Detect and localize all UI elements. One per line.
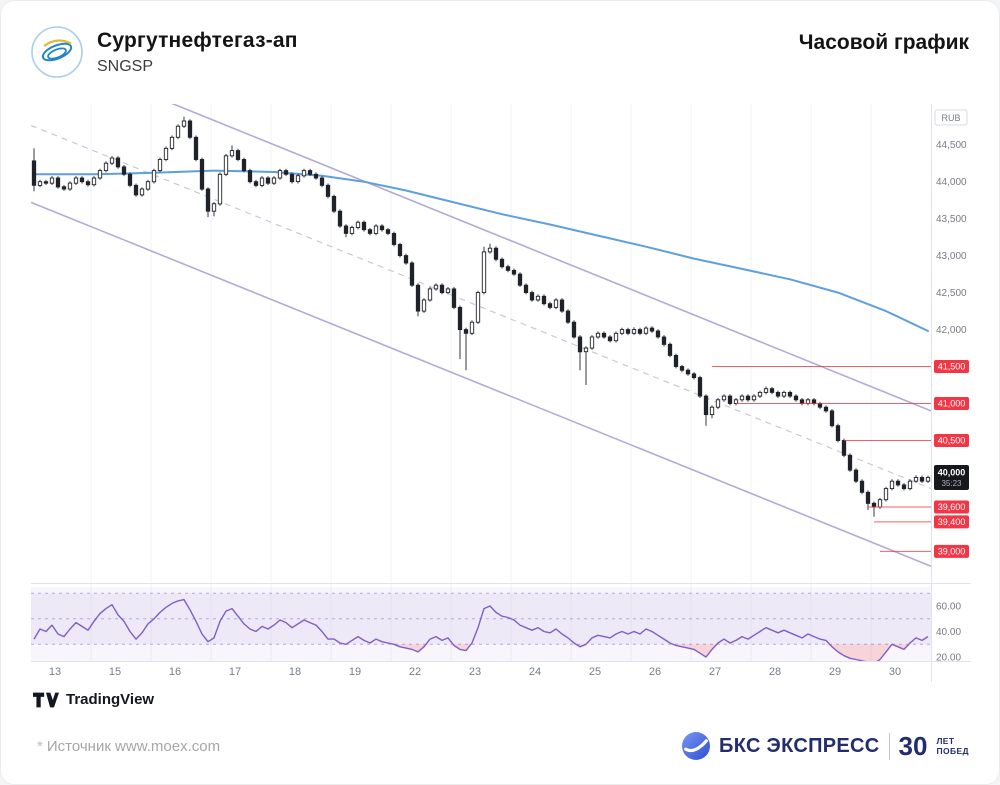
price-tick-label: 42,500: [936, 288, 967, 299]
date-label: 13: [49, 666, 61, 678]
svg-text:39,400: 39,400: [938, 517, 966, 527]
chart-type-title: Часовой график: [798, 31, 969, 54]
price-level-label: [934, 397, 969, 411]
price-tick-label: 42,000: [936, 325, 967, 336]
channel-mid-line: [31, 124, 931, 490]
chart-canvas: RUB 44,500 44,000 43,500 43,000 42,500 42,000 4…: [31, 104, 971, 682]
channel-upper-line: [171, 104, 931, 412]
source-note: * Источник www.moex.com: [37, 738, 220, 755]
price-tick-label: 43,500: [936, 214, 967, 225]
date-label: 16: [169, 666, 181, 678]
price-tick-label: 44,000: [936, 177, 967, 188]
rsi-pane-bg: [31, 587, 931, 661]
svg-text:39,000: 39,000: [938, 547, 966, 557]
source-text: Источник www.moex.com: [46, 738, 221, 755]
ticker-label: SNGSP: [97, 58, 154, 75]
last-price-label: [934, 464, 969, 490]
svg-text:40,500: 40,500: [938, 436, 966, 446]
date-label: 23: [469, 666, 481, 678]
rsi-tick-label: 20.00: [936, 653, 961, 664]
candles-layer: [31, 116, 931, 517]
price-level-label: [934, 433, 969, 447]
svg-text:41,000: 41,000: [938, 399, 966, 409]
bks-express-logo: БКС ЭКСПРЕСС 30 ЛЕТ ПОБЕД: [682, 732, 969, 760]
last-price-countdown: 35:23: [941, 479, 962, 488]
price-tick-label: 44,500: [936, 140, 967, 151]
tradingview-icon: [33, 692, 59, 707]
date-label: 24: [529, 666, 541, 678]
rsi-oversold-fill: [34, 644, 928, 661]
rsi-tick-label: 40.00: [936, 627, 961, 638]
date-label: 15: [109, 666, 121, 678]
date-label: 19: [349, 666, 361, 678]
tradingview-logo: TradingView: [33, 691, 154, 708]
bks-anniversary-number: 30: [898, 731, 928, 761]
bks-anniversary-text: ЛЕТ ПОБЕД: [936, 735, 969, 756]
price-level-label: [934, 544, 969, 558]
svg-text:39,600: 39,600: [938, 502, 966, 512]
bks-divider: [888, 732, 890, 760]
date-label: 28: [769, 666, 781, 678]
date-label: 25: [589, 666, 601, 678]
svg-text:40,000: 40,000: [938, 467, 966, 477]
rsi-line: [33, 598, 929, 661]
source-asterisk: *: [37, 738, 43, 755]
date-label: 26: [649, 666, 661, 678]
price-level-label: [934, 360, 969, 374]
bks-brand-text: БКС ЭКСПРЕСС: [719, 734, 880, 757]
date-label: 30: [889, 666, 901, 678]
currency-label: RUB: [941, 113, 960, 123]
date-label: 18: [289, 666, 301, 678]
bks-icon: [682, 732, 711, 760]
ma-line: [33, 169, 929, 332]
svg-text:41,500: 41,500: [938, 362, 966, 372]
rsi-tick-label: 60.00: [936, 602, 961, 613]
date-label: 27: [709, 666, 721, 678]
price-level-label: [934, 515, 969, 529]
price-level-label: [934, 500, 969, 514]
date-label: 22: [409, 666, 421, 678]
tradingview-label: TradingView: [66, 691, 155, 708]
date-label: 17: [229, 666, 241, 678]
price-tick-label: 43,000: [936, 251, 967, 262]
surgutneftegas-logo: [31, 26, 83, 78]
channel-lower-line: [31, 201, 931, 567]
date-label: 29: [829, 666, 841, 678]
surgutneftegas-logo-icon: [31, 26, 83, 78]
currency-box: [934, 109, 968, 126]
page-title: Сургутнефтегаз-ап: [97, 29, 298, 52]
